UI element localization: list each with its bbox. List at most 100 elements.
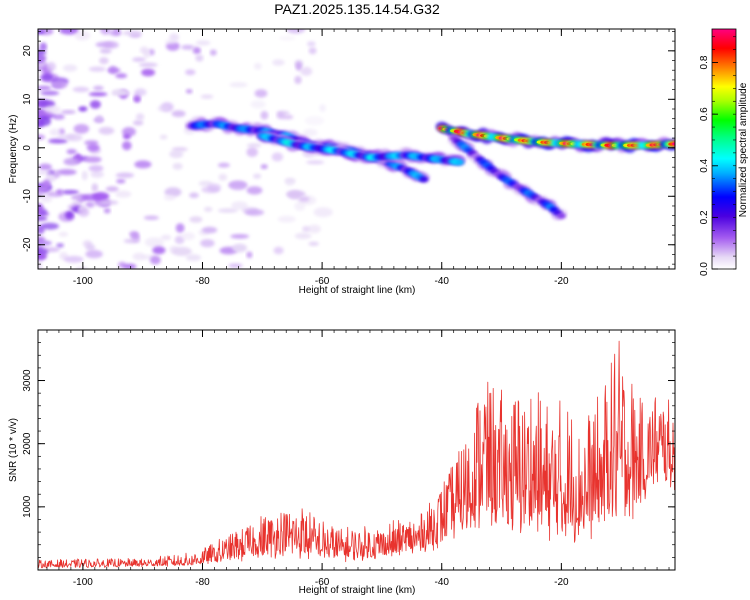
snr-series-line [38, 340, 675, 569]
spectrogram-noise-blob [48, 138, 68, 144]
spectrogram-noise-blob [100, 29, 111, 35]
spectrogram-noise-blob [163, 194, 176, 201]
spectrogram-y-tick-label: 20 [22, 45, 33, 57]
spectrogram-noise-blob [57, 169, 77, 176]
colorbar: 0.0 0.2 0.4 0.6 0.8 Normalized spectral ampl… [699, 28, 749, 276]
spectrogram-noise-blob [84, 156, 102, 163]
spectrogram-x-tick-label: -60 [315, 276, 330, 287]
spectrogram-noise-blob [123, 238, 141, 244]
spectrogram-noise-blob [260, 164, 268, 170]
spectrogram-noise-blob [122, 263, 137, 269]
spectrogram-noise-blob [132, 57, 146, 62]
colorbar-tick-label: 0.0 [699, 262, 710, 276]
spectrogram-y-tick-label: -20 [22, 237, 33, 252]
spectrogram-noise-blob [81, 170, 88, 181]
spectrogram-noise-blob [42, 179, 51, 188]
spectrogram-noise-blob [93, 85, 104, 91]
spectrogram-ridge-peak [672, 142, 675, 146]
spectrogram-noise-blob [150, 255, 161, 265]
spectrogram-noise-blob [139, 46, 149, 54]
spectrogram-noise-blob [298, 196, 310, 202]
spectrogram-noise-blob [181, 232, 195, 241]
spectrogram-noise-blob [193, 47, 201, 55]
spectrogram-noise-blob [295, 61, 302, 71]
spectrogram-noise-blob [143, 215, 159, 220]
spectrogram-noise-blob [253, 173, 262, 179]
spectrogram-noise-blob [38, 53, 47, 63]
spectrogram-noise-blob [250, 100, 266, 109]
spectrogram-noise-blob [313, 207, 333, 218]
spectrogram-noise-blob [38, 203, 44, 213]
spectrogram-noise-blob [302, 128, 318, 137]
spectrogram-noise-blob [123, 133, 131, 140]
spectrogram-frame [37, 28, 676, 270]
spectrogram-noise-blob [46, 61, 56, 72]
snr-x-tick-label: -80 [195, 577, 210, 588]
spectrogram-noise-blob [273, 246, 284, 255]
snr-x-tick-label: -100 [73, 577, 93, 588]
spectrogram-noise-blob [85, 244, 96, 251]
snr-y-tick-label: 2000 [22, 432, 33, 455]
spectrogram-noise-blob [244, 209, 265, 216]
spectrogram-noise-blob [195, 54, 204, 62]
spectrogram-x-axis-label: Height of straight line (km) [299, 285, 416, 296]
spectrogram-y-tick-label: -10 [22, 189, 33, 204]
spectrogram-noise-blob [308, 47, 317, 55]
spectrogram-noise-blob [172, 162, 183, 170]
spectrogram-noise-blob [38, 170, 53, 175]
spectrogram-noise-blob [307, 224, 321, 234]
spectrogram-noise-blob [98, 126, 115, 135]
spectrogram-noise-blob [189, 216, 203, 223]
spectrogram-noise-blob [253, 62, 262, 70]
spectrogram-noise-blob [65, 133, 83, 142]
spectrogram-noise-blob [88, 165, 104, 172]
spectrogram-noise-blob [38, 99, 47, 105]
spectrogram-noise-blob [160, 234, 172, 241]
spectrogram-noise-blob [202, 226, 218, 234]
spectrogram-noise-blob [164, 39, 177, 45]
spectrogram-noise-blob [152, 246, 166, 255]
spectrogram-noise-blob [72, 86, 90, 93]
spectrogram-noise-blob [115, 190, 132, 198]
spectrogram-noise-blob [281, 114, 294, 120]
spectrogram-noise-blob [246, 143, 262, 148]
spectrogram-noise-blob [294, 232, 312, 240]
spectrogram-noise-blob [38, 163, 52, 171]
spectrogram-noise-blob [200, 94, 214, 99]
spectrogram-noise-blob [78, 106, 88, 112]
spectrogram-noise-blob [39, 29, 54, 36]
spectrogram-noise-blob [141, 68, 156, 77]
spectrogram-noise-blob [271, 152, 284, 162]
spectrogram-noise-blob [294, 75, 302, 85]
spectrogram-noise-blob [308, 241, 320, 246]
spectrogram-noise-blob [307, 41, 316, 47]
spectrogram-y-tick-label: 0 [22, 145, 33, 151]
spectrogram-noise-blob [207, 183, 221, 192]
spectrogram-noise-blob [40, 222, 60, 230]
spectrogram-noise-blob [58, 231, 69, 237]
spectrogram-noise-blob [89, 100, 101, 109]
spectrogram-noise-blob [138, 62, 158, 68]
snr-x-axis-label: Height of straight line (km) [299, 585, 416, 596]
spectrogram-noise-blob [232, 243, 248, 253]
colorbar-tick-label: 0.4 [699, 158, 710, 172]
spectrogram-noise-blob [38, 30, 45, 35]
spectrogram-noise-blob [112, 88, 128, 95]
spectrogram-ridges [184, 117, 675, 221]
spectrogram-noise-blob [246, 251, 253, 259]
spectrogram-noise-blob [204, 206, 213, 212]
spectrogram-noise-blob [38, 85, 52, 91]
spectrogram-noise-blob [260, 110, 269, 120]
spectrogram-noise-blob [103, 41, 119, 49]
spectrogram-noise-blob [63, 64, 78, 72]
spectrogram-noise-blob [99, 200, 119, 205]
spectrogram-noise-blob [230, 234, 250, 239]
spectrogram-ridge-core [556, 212, 566, 219]
spectrogram-noise-blob [75, 266, 88, 269]
spectrogram-noise-blob [56, 243, 64, 248]
spectrogram-noise-blob [63, 157, 80, 166]
spectrogram-noise-blob [88, 66, 106, 72]
spectrogram-noise-blob [49, 128, 61, 136]
